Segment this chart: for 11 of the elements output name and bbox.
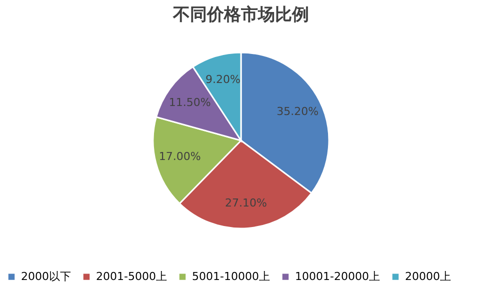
data-label: 11.50% [168,96,211,110]
legend-label: 10001-20000上 [295,270,380,283]
data-label: 35.20% [276,105,319,118]
legend-label: 20000上 [405,270,451,283]
data-label: 27.10% [224,196,267,210]
legend-label: 2001-5000上 [96,270,167,283]
chart-title: 不同价格市场比例 [172,5,309,25]
data-label: 17.00% [158,150,201,164]
data-label: 9.20% [205,72,240,86]
legend-label: 5001-10000上 [192,270,270,283]
legend-label: 2000以下 [21,270,71,283]
